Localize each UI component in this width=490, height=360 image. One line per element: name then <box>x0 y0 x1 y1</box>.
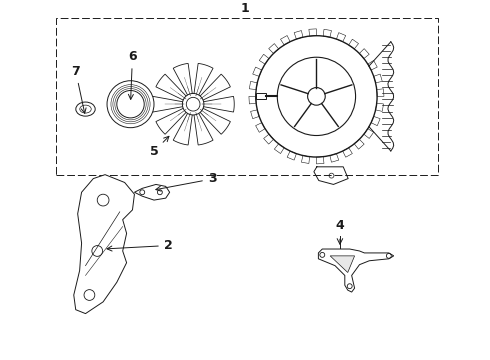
Polygon shape <box>156 74 188 101</box>
Polygon shape <box>301 156 310 163</box>
Ellipse shape <box>76 102 95 116</box>
Polygon shape <box>359 49 369 59</box>
Text: 3: 3 <box>156 172 217 191</box>
Polygon shape <box>330 154 339 162</box>
Polygon shape <box>377 89 384 96</box>
Polygon shape <box>199 74 230 101</box>
Polygon shape <box>364 129 373 139</box>
Text: 2: 2 <box>107 239 172 252</box>
Polygon shape <box>374 74 382 83</box>
Polygon shape <box>134 184 170 200</box>
Polygon shape <box>294 31 303 39</box>
Circle shape <box>277 57 356 135</box>
Text: 4: 4 <box>336 220 344 233</box>
Polygon shape <box>317 157 324 164</box>
Text: 6: 6 <box>128 50 137 99</box>
Polygon shape <box>287 151 296 160</box>
Polygon shape <box>259 54 269 64</box>
Polygon shape <box>194 112 213 145</box>
Polygon shape <box>152 96 185 112</box>
Polygon shape <box>274 144 284 153</box>
Circle shape <box>92 246 102 256</box>
Circle shape <box>186 97 200 111</box>
Polygon shape <box>250 110 259 119</box>
Polygon shape <box>349 39 359 49</box>
Polygon shape <box>173 63 193 97</box>
Circle shape <box>84 290 95 300</box>
Circle shape <box>117 90 144 118</box>
Circle shape <box>308 87 325 105</box>
Polygon shape <box>343 148 352 157</box>
Circle shape <box>107 81 154 128</box>
Text: 1: 1 <box>241 2 249 15</box>
Text: 7: 7 <box>72 65 86 113</box>
Polygon shape <box>371 116 380 126</box>
Polygon shape <box>194 63 213 97</box>
Polygon shape <box>375 103 384 111</box>
Polygon shape <box>202 96 234 112</box>
Polygon shape <box>280 36 290 45</box>
Circle shape <box>97 194 109 206</box>
Polygon shape <box>354 139 364 149</box>
Polygon shape <box>249 81 257 90</box>
Polygon shape <box>330 256 355 273</box>
Polygon shape <box>249 96 256 104</box>
Polygon shape <box>318 249 394 292</box>
Polygon shape <box>256 123 265 132</box>
Polygon shape <box>74 175 134 314</box>
Polygon shape <box>309 29 317 36</box>
Polygon shape <box>253 67 262 76</box>
Polygon shape <box>269 44 279 54</box>
Bar <box>56 18 438 175</box>
Polygon shape <box>323 29 331 37</box>
Circle shape <box>182 94 204 115</box>
Text: 5: 5 <box>149 136 169 158</box>
Polygon shape <box>156 108 188 134</box>
Polygon shape <box>199 108 230 134</box>
Polygon shape <box>368 60 377 70</box>
Polygon shape <box>337 33 346 42</box>
Polygon shape <box>173 112 193 145</box>
Polygon shape <box>264 134 273 144</box>
